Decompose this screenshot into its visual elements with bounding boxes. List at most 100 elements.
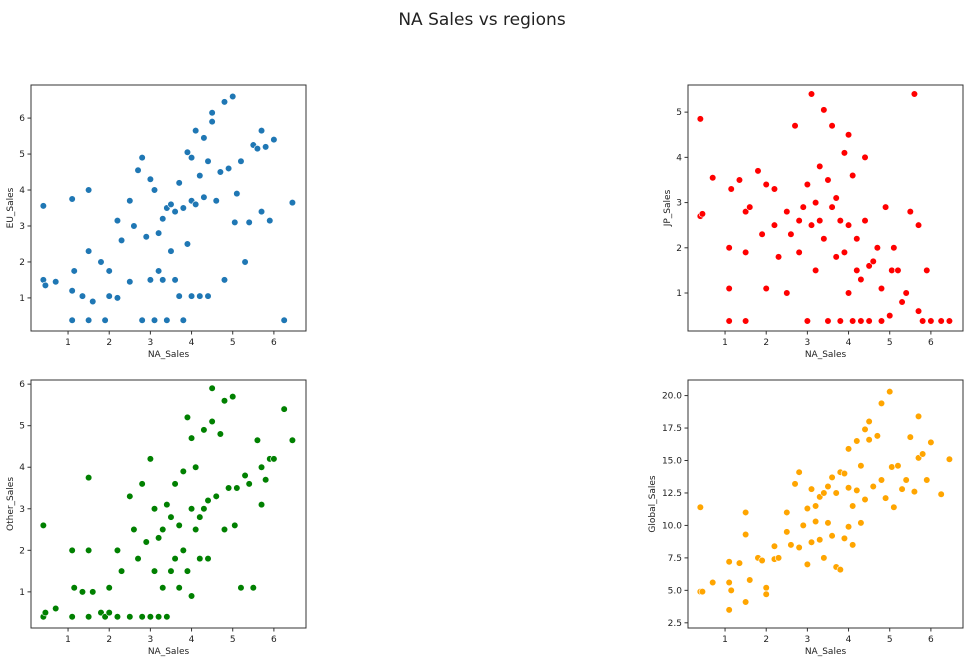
data-point <box>175 584 183 592</box>
data-point <box>914 412 923 420</box>
data-point <box>126 197 134 205</box>
x-tick-label: 6 <box>928 635 934 645</box>
data-point <box>85 613 93 621</box>
y-tick-label: 1 <box>19 294 25 304</box>
data-point <box>130 525 138 534</box>
data-point <box>865 262 873 270</box>
data-point <box>167 513 175 521</box>
data-point <box>220 397 229 405</box>
x-tick-label: 2 <box>763 338 769 348</box>
data-point <box>783 208 791 216</box>
x-tick-label: 3 <box>805 635 811 645</box>
data-point <box>41 281 50 289</box>
data-point <box>762 590 770 598</box>
x-tick-label: 3 <box>805 338 811 348</box>
data-point <box>865 317 873 325</box>
data-point <box>861 153 869 161</box>
data-point <box>725 606 733 614</box>
data-point <box>774 253 783 261</box>
data-point <box>824 176 832 184</box>
y-axis-label: EU_Sales <box>6 187 16 228</box>
data-point <box>85 247 93 255</box>
subplot-eu-sales: 1 2 3 4 5 6 1 2 3 4 5 6 NA_Sales EU_Sales <box>6 84 307 360</box>
data-point <box>914 307 923 315</box>
data-point <box>857 275 865 284</box>
y-tick-label: 5 <box>19 422 25 432</box>
x-tick-label: 1 <box>722 635 728 645</box>
data-point <box>742 530 750 539</box>
data-point <box>179 204 187 212</box>
x-tick-label: 3 <box>148 635 154 645</box>
data-point <box>820 554 828 562</box>
data-point <box>865 436 873 444</box>
data-point <box>844 221 853 229</box>
data-point <box>183 240 192 248</box>
data-point <box>159 525 167 534</box>
data-point <box>266 216 274 225</box>
data-point <box>105 584 113 592</box>
y-tick-label: 2 <box>19 258 25 268</box>
data-point <box>945 455 954 463</box>
data-point <box>840 534 849 543</box>
data-point <box>280 316 288 324</box>
data-point <box>249 584 257 592</box>
data-point <box>836 217 844 225</box>
data-point <box>840 469 849 478</box>
y-axis-label: Other_Sales <box>6 477 16 531</box>
data-point <box>807 221 816 229</box>
data-point <box>807 538 816 546</box>
data-point <box>225 164 233 173</box>
data-point <box>857 462 865 470</box>
data-point <box>175 179 183 187</box>
data-point <box>865 417 873 426</box>
data-point <box>192 127 200 135</box>
data-point <box>816 217 824 225</box>
data-point <box>836 565 844 574</box>
data-point <box>696 503 704 511</box>
data-point <box>725 244 733 252</box>
y-tick-label: 4 <box>19 186 25 196</box>
data-point <box>844 484 853 492</box>
data-point <box>725 578 733 587</box>
data-point <box>231 521 239 529</box>
data-point <box>204 496 212 505</box>
data-point <box>68 316 76 324</box>
y-tick-label: 6 <box>19 380 25 390</box>
data-point <box>803 317 811 325</box>
x-axis-label: NA_Sales <box>805 647 847 657</box>
data-point <box>85 316 93 324</box>
data-point <box>861 217 869 225</box>
data-point <box>134 555 142 563</box>
data-point <box>241 471 249 480</box>
data-point <box>68 546 76 554</box>
data-point <box>105 292 113 300</box>
y-tick-label: 3 <box>19 222 25 232</box>
plot-frame <box>30 379 307 629</box>
y-tick-label: 5 <box>19 150 25 160</box>
data-point <box>882 203 890 211</box>
data-point <box>849 171 857 180</box>
points <box>696 388 954 614</box>
data-point <box>179 467 187 475</box>
data-point <box>196 513 204 521</box>
data-point <box>844 445 853 453</box>
data-point <box>725 317 733 325</box>
data-point <box>212 492 220 500</box>
data-point <box>832 489 840 497</box>
data-point <box>146 276 154 284</box>
data-point <box>816 162 824 170</box>
data-point <box>155 267 163 275</box>
data-point <box>187 592 196 600</box>
data-point <box>187 154 196 162</box>
data-point <box>696 115 704 123</box>
data-point <box>105 267 113 275</box>
data-point <box>208 384 216 392</box>
data-point <box>890 503 898 511</box>
x-tick-label: 5 <box>887 635 893 645</box>
y-tick-label: 5 <box>676 108 682 118</box>
data-point <box>799 203 807 211</box>
data-point <box>807 485 816 493</box>
data-point <box>150 316 159 324</box>
data-point <box>910 488 919 496</box>
data-point <box>727 185 735 193</box>
